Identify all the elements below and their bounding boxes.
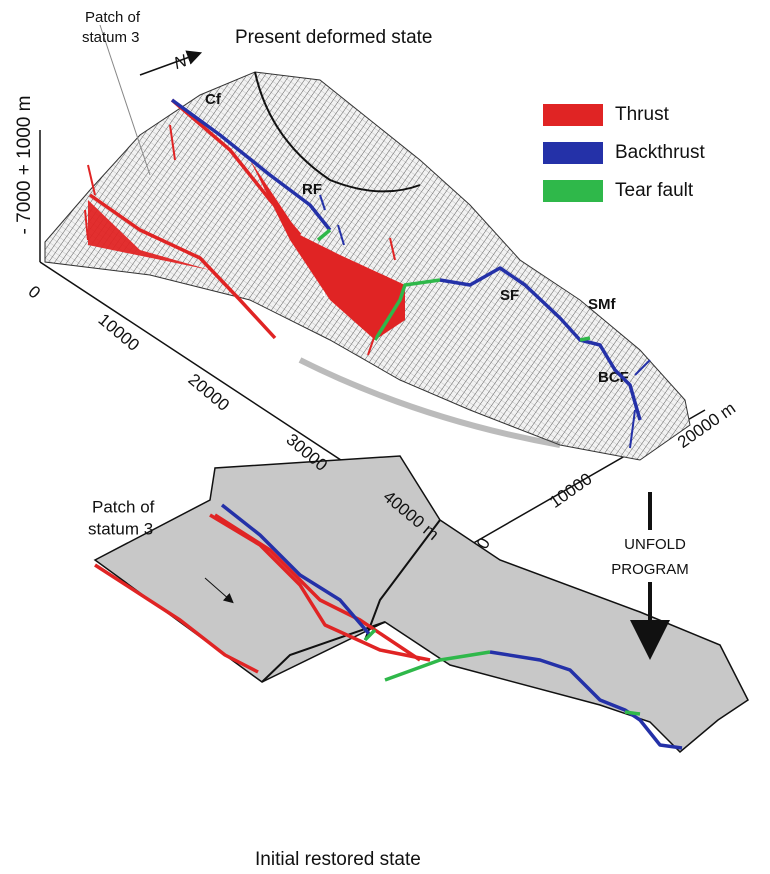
legend: Thrust Backthrust Tear fault (543, 104, 705, 202)
legend-label: Thrust (615, 104, 670, 125)
fault-line (580, 338, 590, 340)
figure: Patch of statum 3 Present deformed state… (0, 0, 770, 874)
patch-label: Patch of (85, 9, 141, 26)
x-tick-label: 20000 (185, 370, 233, 415)
panel-title: Present deformed state (235, 27, 433, 48)
legend-swatch (543, 104, 603, 126)
fault-label: Cf (205, 91, 222, 108)
arrow-label: UNFOLD (624, 536, 686, 553)
panel-title: Initial restored state (255, 849, 421, 870)
legend-swatch (543, 142, 603, 164)
legend-label: Backthrust (615, 142, 705, 163)
legend-label: Tear fault (615, 180, 694, 201)
fault-label: RF (302, 181, 322, 198)
vertical-axis-label: - 7000 + 1000 m (14, 96, 35, 235)
x-tick-label: 10000 (95, 310, 143, 355)
x-tick-label: 0 (25, 282, 44, 303)
fault-line (625, 712, 640, 714)
arrow-label: PROGRAM (611, 561, 689, 578)
y-tick-label: 10000 (546, 469, 596, 512)
patch-label: statum 3 (88, 519, 153, 538)
fault-label: SF (500, 287, 519, 304)
deformed-surface (45, 72, 690, 460)
patch-label: Patch of (92, 497, 155, 516)
legend-swatch (543, 180, 603, 202)
patch-label: statum 3 (82, 29, 140, 46)
north-label: N (171, 51, 190, 73)
fault-label: SMf (588, 296, 617, 313)
